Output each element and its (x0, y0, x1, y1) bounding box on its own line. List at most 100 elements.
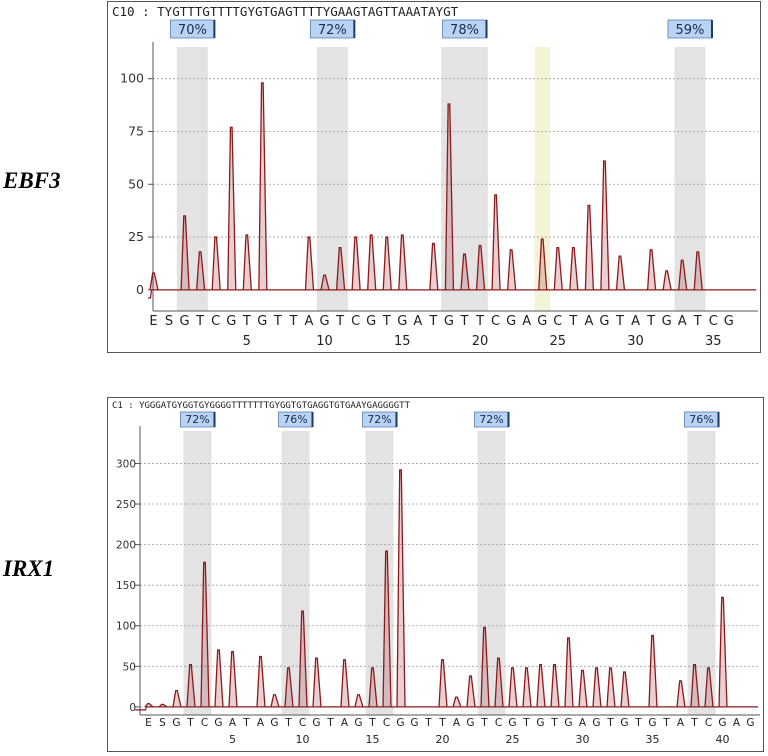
x-tick-label: 20 (472, 334, 489, 349)
dispensation-label: G (396, 717, 404, 729)
dispensation-label: T (634, 717, 642, 729)
dispensation-label: C (383, 717, 390, 729)
pyrogram-peak (214, 649, 224, 707)
pyrogram-peak (538, 238, 548, 290)
pyrogram-peak (228, 651, 238, 707)
dispensation-label: T (186, 717, 194, 729)
dispensation-label: G (662, 314, 672, 329)
x-tick-label: 5 (243, 334, 251, 349)
pyrogram-peak (186, 664, 196, 707)
x-tick-label: 10 (296, 733, 310, 746)
dispensation-label: T (480, 717, 488, 729)
y-tick-label: 250 (116, 499, 136, 511)
methylation-percent-label: 78% (450, 23, 479, 38)
dispensation-label: G (270, 717, 278, 729)
pyrogram-peak (382, 236, 392, 290)
pyrogram-peak (569, 246, 579, 290)
pyrogram-peak (284, 667, 294, 707)
dispensation-label: T (326, 717, 334, 729)
dispensation-label: A (341, 717, 349, 729)
pyrogram-peak (480, 626, 490, 707)
pyrogram-peak (648, 634, 658, 707)
dispensation-label: G (257, 314, 267, 329)
pyrogram-peak (340, 659, 350, 707)
pyrogram-peak (396, 469, 406, 707)
dispensation-label: A (229, 717, 237, 729)
pyrogram-peak (600, 160, 610, 290)
pyrogram-peak (606, 667, 616, 707)
cpg-site-shading (365, 431, 394, 715)
dispensation-label: G (746, 717, 754, 729)
pyrogram-peak (718, 596, 728, 707)
dispensation-label: G (718, 717, 726, 729)
pyrogram-peak (304, 236, 315, 290)
methylation-percent-label: 59% (676, 23, 705, 38)
pyrogram-peak (256, 655, 266, 707)
pyrogram-peak (678, 259, 688, 290)
dispensation-label: G (592, 717, 600, 729)
pyrogram-peak (200, 561, 210, 707)
pyrogram-peak (227, 126, 237, 290)
pyrogram-peak (438, 659, 448, 707)
pyrogram-chart-ebf3: C10 : TYGTTTGTTTTGYGTGAGTTTTYGAAGTAGTTAA… (112, 4, 758, 349)
dispensation-label: C (211, 314, 220, 329)
dispensation-label: T (662, 717, 670, 729)
pyrogram-panel-ebf3: C10 : TYGTTTGTTTTGYGTGAGTTTTYGAAGTAGTTAA… (107, 1, 761, 353)
gene-label-ebf3: EBF3 (3, 168, 61, 193)
dispensation-label: C (299, 717, 306, 729)
sequence-label: C1 : YGGGATGYGGTGYGGGGTTTTTTTGYGGTGTGAGG… (112, 401, 411, 411)
dispensation-label: C (351, 314, 360, 329)
pyrogram-peak (475, 244, 486, 290)
dispensation-label: T (335, 314, 344, 329)
dispensation-label: T (522, 717, 530, 729)
pyrogram-peak (211, 236, 221, 290)
dispensation-label: E (149, 314, 157, 329)
dispensation-label: T (273, 314, 282, 329)
pyrogram-peak (676, 680, 686, 707)
pyrogram-peak (584, 204, 595, 290)
dispensation-label: T (288, 314, 297, 329)
bisulfite-control-shading (534, 47, 551, 311)
methylation-percent-label: 76% (689, 413, 713, 426)
dispensation-label: T (475, 314, 484, 329)
x-tick-label: 10 (316, 334, 333, 349)
dispensation-label: C (495, 717, 502, 729)
pyrogram-peak (704, 667, 714, 707)
dispensation-label: T (284, 717, 292, 729)
dispensation-label: A (413, 314, 422, 329)
pyrogram-peak (693, 251, 703, 290)
dispensation-label: A (522, 314, 531, 329)
dispensation-label: G (620, 717, 628, 729)
baseline-trace (135, 706, 758, 711)
pyrogram-peak (351, 236, 361, 290)
baseline-trace (148, 289, 756, 299)
dispensation-label: A (305, 314, 314, 329)
pyrogram-peak (398, 234, 408, 290)
x-tick-label: 35 (646, 733, 660, 746)
methylation-percent-label: 76% (283, 413, 307, 426)
dispensation-label: G (564, 717, 572, 729)
cpg-site-shading (183, 431, 212, 715)
dispensation-label: G (366, 314, 376, 329)
y-tick-label: 50 (123, 661, 136, 673)
dispensation-label: G (354, 717, 362, 729)
pyrogram-peak (367, 234, 377, 290)
pyrogram-peak (550, 664, 560, 707)
gene-label-irx1: IRX1 (3, 556, 55, 581)
dispensation-label: T (606, 717, 614, 729)
dispensation-label: G (172, 717, 180, 729)
pyrogram-peak (646, 249, 657, 290)
dispensation-label: E (145, 717, 152, 729)
dispensation-label: T (382, 314, 391, 329)
dispensation-label: G (180, 314, 190, 329)
x-tick-label: 25 (506, 733, 520, 746)
pyrogram-peak (298, 610, 308, 707)
pyrogram-peak (507, 249, 517, 290)
pyrogram-peak (144, 702, 154, 708)
pyrogram-peak (444, 103, 455, 290)
dispensation-label: G (536, 717, 544, 729)
methylation-percent-label: 72% (185, 413, 209, 426)
pyrogram-peak (553, 246, 563, 290)
dispensation-label: A (677, 717, 685, 729)
dispensation-label: G (508, 717, 516, 729)
